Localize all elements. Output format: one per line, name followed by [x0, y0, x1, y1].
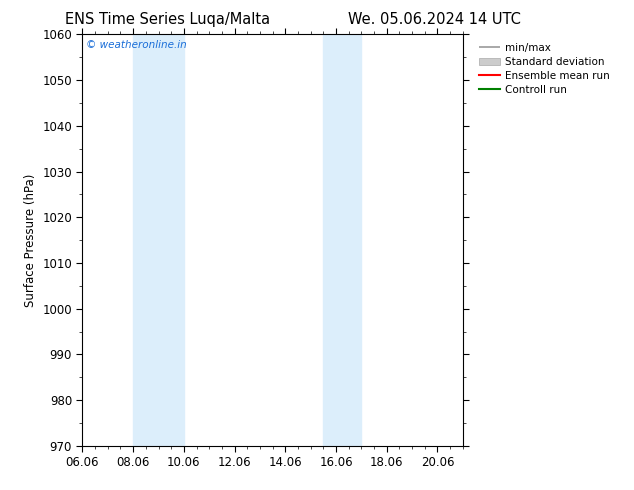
Text: © weatheronline.in: © weatheronline.in [86, 41, 187, 50]
Bar [133, 34, 184, 446]
Y-axis label: Surface Pressure (hPa): Surface Pressure (hPa) [23, 173, 37, 307]
Text: ENS Time Series Luqa/Malta: ENS Time Series Luqa/Malta [65, 12, 271, 27]
Bar [323, 34, 361, 446]
Legend: min/max, Standard deviation, Ensemble mean run, Controll run: min/max, Standard deviation, Ensemble me… [476, 40, 612, 98]
Text: We. 05.06.2024 14 UTC: We. 05.06.2024 14 UTC [348, 12, 521, 27]
